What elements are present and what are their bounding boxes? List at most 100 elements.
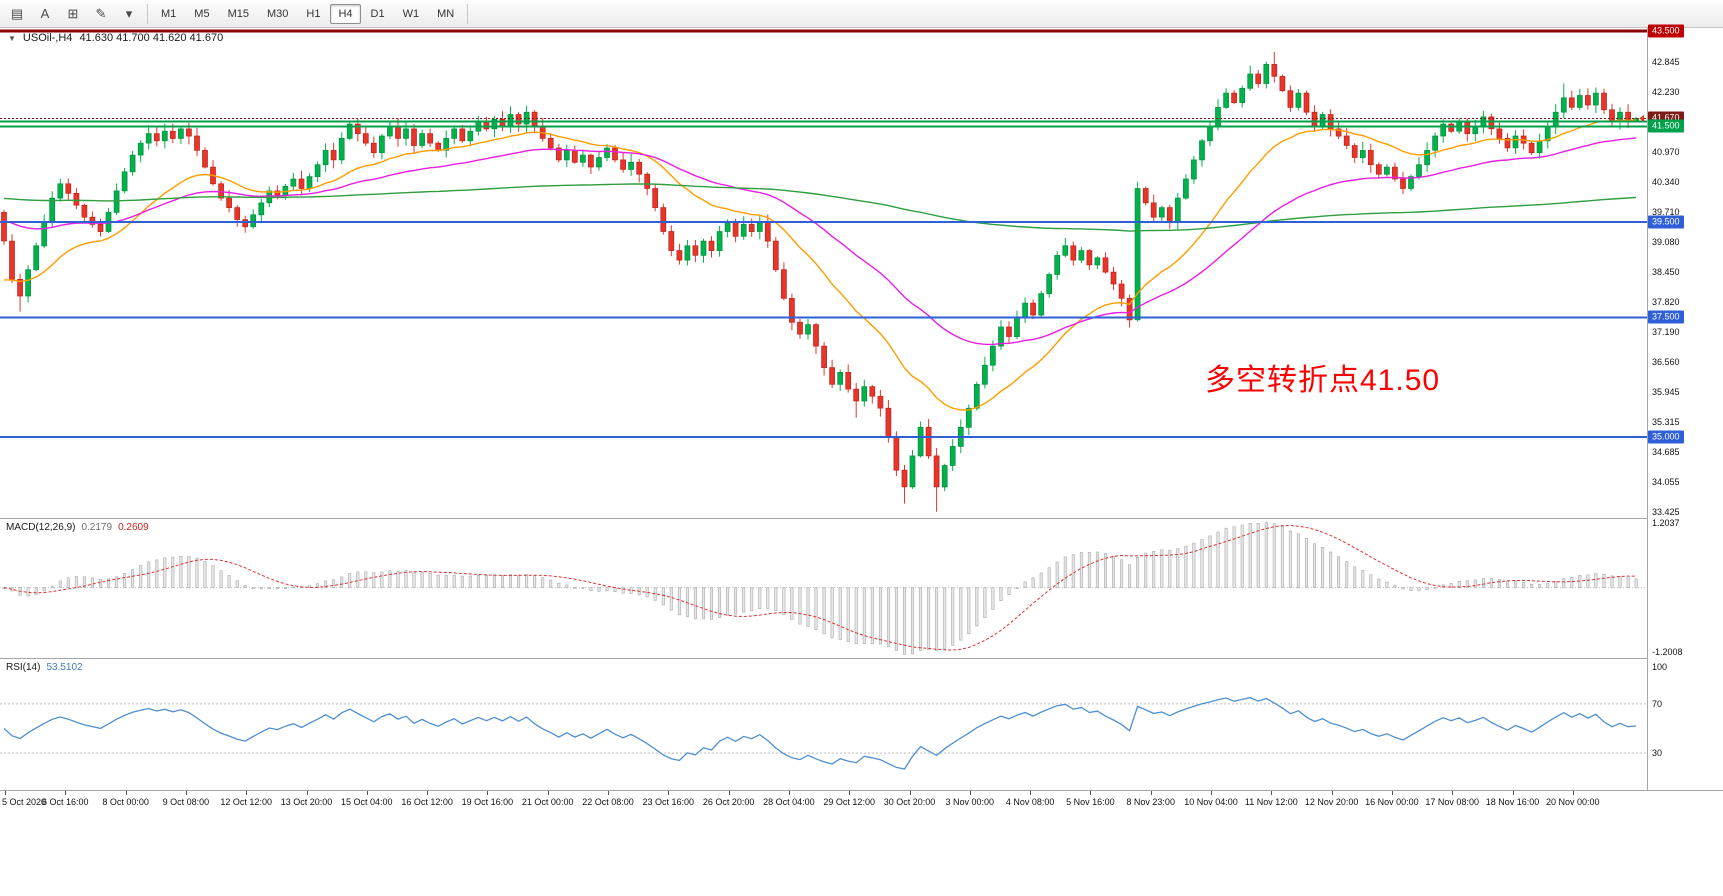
price-tick-label: 37.820 <box>1652 297 1680 308</box>
time-axis-label: 9 Oct 08:00 <box>162 797 210 807</box>
ma-slow-line <box>3 183 1637 232</box>
timeframe-button-M30[interactable]: M30 <box>266 7 289 20</box>
rsi-axis-label: 100 <box>1652 662 1668 672</box>
time-tick-mark <box>1030 791 1032 795</box>
time-axis-label: 12 Oct 12:00 <box>220 797 272 807</box>
rsi-name: RSI(14) <box>6 662 41 673</box>
time-axis[interactable]: 5 Oct 2020 6 Oct 16:00 8 Oct 00:00 9 Oct 08… <box>0 791 1723 821</box>
time-tick-mark <box>1150 791 1152 795</box>
time-tick-mark <box>1211 791 1212 795</box>
rsi-axis-label: 30 <box>1652 748 1663 759</box>
time-axis-label: 18 Nov 16:00 <box>1485 797 1540 807</box>
chart-annotation: 多空转折点41.50 <box>1205 364 1441 397</box>
rsi-indicator-panel[interactable] <box>0 659 1647 790</box>
time-tick-mark <box>547 791 549 795</box>
time-tick-mark <box>1512 791 1514 795</box>
chart-symbol-label: USOil-,H4 <box>22 32 73 44</box>
timeframe-button-W1[interactable]: W1 <box>402 7 420 20</box>
time-axis-label: 22 Oct 08:00 <box>582 797 634 807</box>
time-axis-label: 20 Nov 00:00 <box>1546 797 1600 807</box>
ma-medium-line <box>3 137 1637 346</box>
time-axis-label: 16 Oct 12:00 <box>401 797 453 807</box>
candlestick-chart[interactable] <box>0 28 1647 518</box>
panel-separator[interactable] <box>0 518 1723 519</box>
time-axis-label: 30 Oct 20:00 <box>883 797 936 807</box>
ma-fast-line <box>4 119 1637 411</box>
chart-root: ▼ USOil-,H4 41.630 41.700 41.620 41.670 … <box>0 24 1723 896</box>
time-axis-label: 17 Nov 08:00 <box>1425 797 1479 807</box>
time-tick-mark <box>969 791 971 795</box>
macd-name: MACD(12,26,9) <box>6 522 76 533</box>
price-axis[interactable]: 42.845 42.230 40.970 40.340 39.710 39.080 38.4… <box>1648 24 1723 790</box>
time-axis-label: 26 Oct 20:00 <box>702 797 755 807</box>
timeframe-button-M1[interactable]: M1 <box>161 7 177 20</box>
time-axis-label: 12 Nov 20:00 <box>1304 797 1359 807</box>
price-tick-label: 39.080 <box>1652 237 1680 248</box>
price-badge-43.500: 43.500 <box>1648 24 1684 38</box>
time-axis-label: 13 Oct 20:00 <box>280 797 333 807</box>
chart-header: ▼ USOil-,H4 41.630 41.700 41.620 41.670 <box>8 32 223 44</box>
price-badge-41.500: 41.500 <box>1648 119 1684 133</box>
time-axis-label: 11 Nov 12:00 <box>1244 797 1298 807</box>
time-tick-mark <box>1271 791 1273 795</box>
price-tick-label: 42.845 <box>1652 57 1680 68</box>
dropdown-caret-icon[interactable]: ▾ <box>125 5 133 21</box>
rsi-label: RSI(14) 53.5102 <box>6 662 83 673</box>
time-axis-label: 15 Oct 04:00 <box>341 797 393 807</box>
macd-value-signal: 0.2609 <box>118 522 149 533</box>
time-axis-label: 29 Oct 12:00 <box>823 797 875 807</box>
price-badge-37.500: 37.500 <box>1648 310 1684 324</box>
candles-group <box>1 52 1639 512</box>
price-tick-label: 40.340 <box>1652 176 1680 187</box>
time-axis-separator <box>0 790 1723 791</box>
price-tick-label: 33.425 <box>1652 507 1680 517</box>
timeframe-button-H4[interactable]: H4 <box>330 3 361 24</box>
time-axis-label: 16 Nov 00:00 <box>1365 797 1419 807</box>
horizontal-level-lines <box>0 29 1647 438</box>
timeframe-button-M15[interactable]: M15 <box>227 7 249 20</box>
cursor-tool-icon[interactable]: A <box>40 6 50 21</box>
chart-dropdown-icon[interactable]: ▼ <box>8 33 16 43</box>
time-axis-label: 4 Nov 08:00 <box>1005 797 1055 807</box>
time-tick-mark <box>1391 791 1393 795</box>
time-tick-mark <box>1452 791 1454 795</box>
time-tick-mark <box>5 791 6 795</box>
time-axis-label: 5 Oct 2020 <box>2 797 47 807</box>
rsi-line <box>3 696 1637 770</box>
timeframe-button-MN[interactable]: MN <box>437 7 455 20</box>
macd-indicator-panel[interactable] <box>0 519 1647 658</box>
time-tick-mark <box>65 791 67 795</box>
time-tick-mark <box>1572 791 1574 795</box>
timeframe-button-D1[interactable]: D1 <box>370 7 385 20</box>
timeframe-group: M1 M5 M15 M30 H1 H4 D1 W1 MN <box>153 3 462 24</box>
toolbar-separator <box>147 3 148 24</box>
price-tick-label: 42.230 <box>1652 86 1680 97</box>
price-tick-label: 39.710 <box>1652 206 1680 217</box>
drawing-tools-icon[interactable]: ✎ <box>95 5 107 21</box>
time-tick-mark <box>849 791 851 795</box>
timeframe-button-H1[interactable]: H1 <box>306 7 321 20</box>
time-tick-mark <box>185 791 187 795</box>
price-tick-label: 38.450 <box>1652 267 1680 278</box>
price-tick-label: 34.685 <box>1652 446 1680 457</box>
price-tick-label: 36.560 <box>1652 357 1680 368</box>
time-tick-mark <box>608 791 609 795</box>
time-axis-label: 19 Oct 16:00 <box>461 797 514 807</box>
crosshair-tool-icon[interactable]: ⊞ <box>67 5 79 21</box>
rsi-value: 53.5102 <box>46 662 83 673</box>
price-tick-label: 34.055 <box>1652 476 1680 487</box>
time-axis-label: 6 Oct 16:00 <box>42 797 89 807</box>
price-tick-label: 40.970 <box>1652 146 1680 157</box>
time-tick-mark <box>788 791 790 795</box>
price-badge-39.500: 39.500 <box>1648 215 1684 229</box>
time-tick-mark <box>366 791 368 795</box>
tick-chart-icon[interactable]: ▤ <box>10 5 24 21</box>
panel-separator[interactable] <box>0 658 1723 659</box>
price-tick-label: 35.315 <box>1652 416 1680 427</box>
time-axis-label: 10 Nov 04:00 <box>1184 797 1238 807</box>
chart-ohlc-values: 41.630 41.700 41.620 41.670 <box>79 32 224 44</box>
time-axis-label: 3 Nov 00:00 <box>945 797 995 807</box>
timeframe-button-M5[interactable]: M5 <box>194 7 210 20</box>
time-tick-mark <box>1331 791 1333 795</box>
